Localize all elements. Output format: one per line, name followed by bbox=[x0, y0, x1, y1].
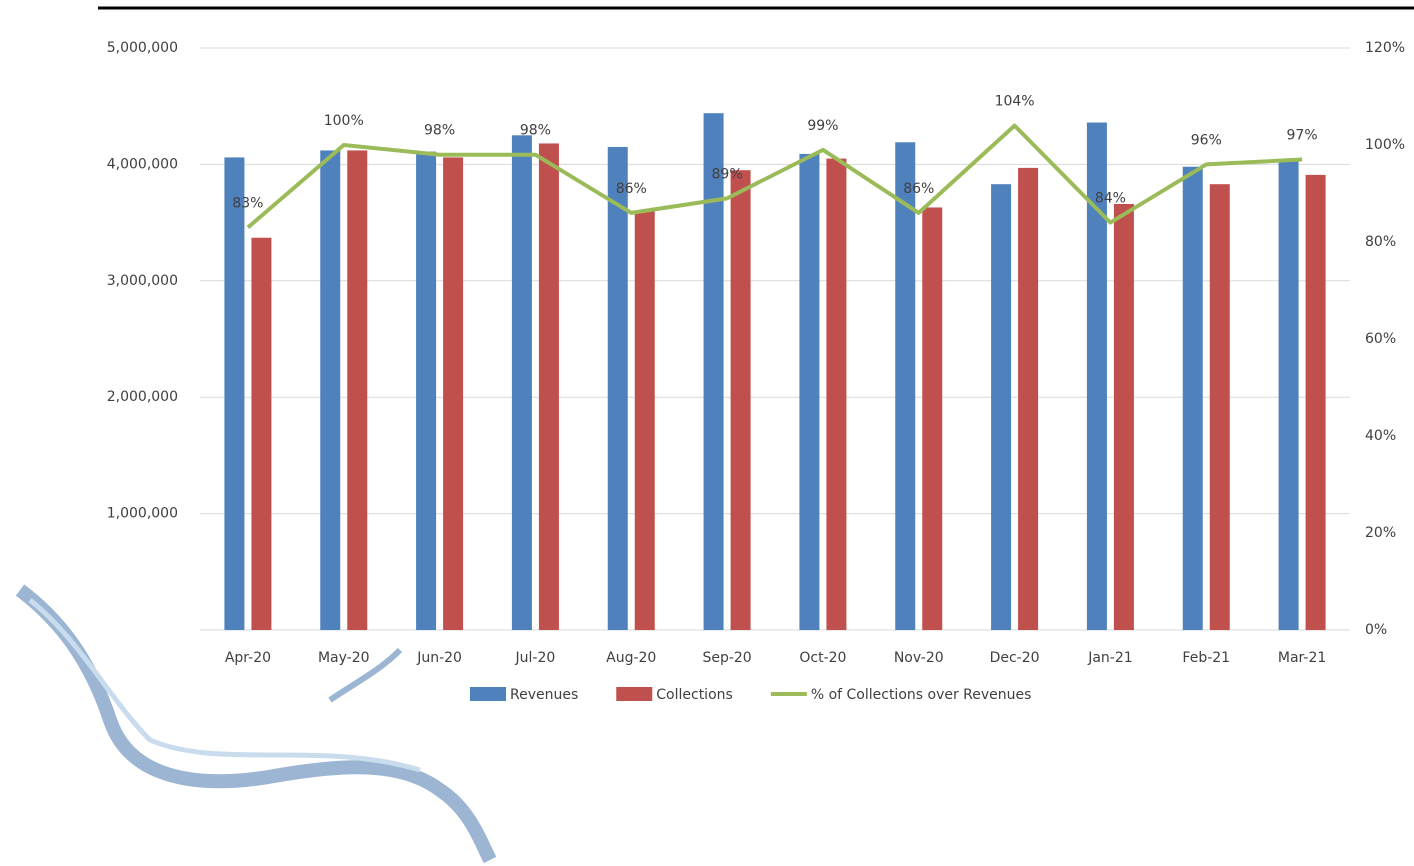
y2-tick-label: 0% bbox=[1365, 622, 1387, 638]
data-label: 86% bbox=[616, 181, 647, 197]
bar bbox=[1278, 160, 1299, 630]
bar bbox=[799, 153, 820, 630]
x-tick-label: Jun-20 bbox=[416, 650, 462, 666]
bar bbox=[634, 210, 655, 630]
x-tick-label: Jul-20 bbox=[515, 650, 556, 666]
y-tick-label: 2,000,000 bbox=[107, 389, 178, 405]
line-series bbox=[246, 123, 1303, 229]
y2-tick-label: 100% bbox=[1365, 137, 1405, 153]
y-tick-label: 5,000,000 bbox=[107, 40, 178, 56]
bar bbox=[1113, 203, 1134, 630]
bar bbox=[1018, 167, 1039, 630]
x-tick-label: Oct-20 bbox=[799, 650, 846, 666]
splash-decoration bbox=[15, 584, 497, 864]
bar bbox=[320, 150, 341, 630]
bar bbox=[511, 135, 532, 631]
bar bbox=[443, 157, 464, 630]
data-label: 84% bbox=[1095, 191, 1126, 207]
y-tick-label: 1,000,000 bbox=[107, 506, 178, 522]
y2-tick-label: 60% bbox=[1365, 331, 1396, 347]
data-label: 83% bbox=[232, 195, 263, 211]
legend-swatch bbox=[470, 687, 506, 701]
data-label: 98% bbox=[424, 123, 455, 139]
legend-swatch bbox=[616, 687, 653, 701]
bar bbox=[991, 184, 1012, 631]
data-label: 104% bbox=[995, 94, 1035, 110]
data-label: 86% bbox=[903, 181, 934, 197]
legend-label: Collections bbox=[656, 687, 733, 703]
bar bbox=[1209, 184, 1230, 631]
bar bbox=[251, 237, 272, 630]
bar bbox=[1305, 174, 1326, 630]
data-label: 97% bbox=[1287, 128, 1318, 144]
bar bbox=[922, 207, 943, 630]
x-tick-label: Sep-20 bbox=[702, 650, 751, 666]
x-tick-label: Feb-21 bbox=[1182, 650, 1230, 666]
x-tick-label: Nov-20 bbox=[894, 650, 944, 666]
y-tick-label: 4,000,000 bbox=[107, 156, 178, 172]
bar bbox=[826, 158, 847, 630]
x-tick-label: Apr-20 bbox=[225, 650, 271, 666]
bar bbox=[538, 143, 559, 630]
bar bbox=[347, 150, 368, 630]
x-tick-label: Aug-20 bbox=[606, 650, 656, 666]
legend-label: Revenues bbox=[510, 687, 578, 703]
y2-tick-label: 80% bbox=[1365, 234, 1396, 250]
bar bbox=[1182, 166, 1203, 630]
bar bbox=[730, 170, 751, 630]
bar bbox=[703, 113, 724, 630]
data-label: 98% bbox=[520, 123, 551, 139]
x-tick-label: May-20 bbox=[318, 650, 370, 666]
data-label: 99% bbox=[807, 118, 838, 134]
y2-tick-label: 120% bbox=[1365, 40, 1405, 56]
x-tick-label: Mar-21 bbox=[1278, 650, 1326, 666]
y-tick-label: 3,000,000 bbox=[107, 273, 178, 289]
legend-label: % of Collections over Revenues bbox=[811, 687, 1032, 703]
x-tick-label: Dec-20 bbox=[990, 650, 1040, 666]
y2-tick-label: 40% bbox=[1365, 428, 1396, 444]
bar bbox=[1086, 122, 1107, 630]
data-label: 96% bbox=[1191, 132, 1222, 148]
bar bbox=[607, 146, 628, 630]
data-label: 100% bbox=[324, 113, 364, 129]
data-label: 89% bbox=[712, 166, 743, 182]
bar bbox=[895, 142, 916, 630]
y2-tick-label: 20% bbox=[1365, 525, 1396, 541]
bar bbox=[416, 151, 437, 630]
x-tick-label: Jan-21 bbox=[1087, 650, 1132, 666]
bar bbox=[224, 157, 245, 630]
